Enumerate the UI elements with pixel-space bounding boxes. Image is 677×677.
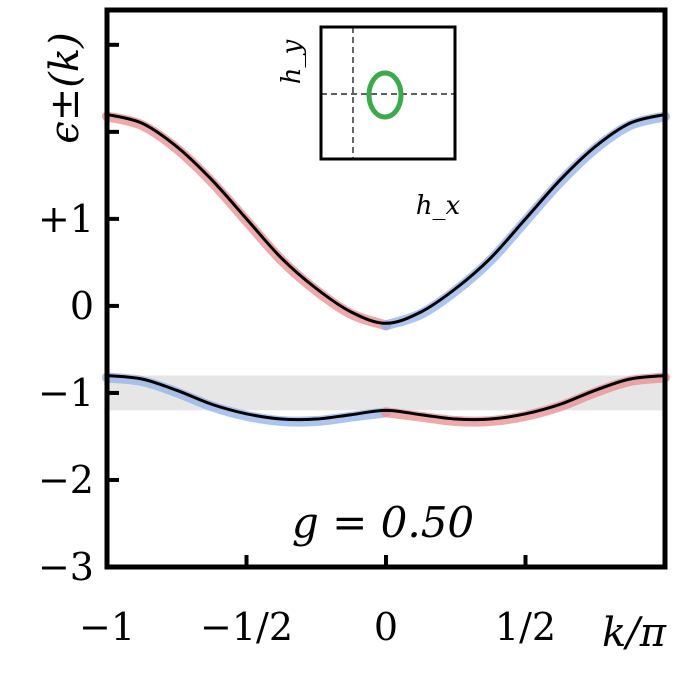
- y-tick-label: −3: [38, 545, 94, 589]
- band-lower-line: [106, 374, 666, 422]
- ticks-layer: −1 −1/2 0 1/2 −3 −2 −1 0 +1: [38, 42, 667, 649]
- y-tick-label: −1: [38, 371, 94, 415]
- y-tick-label: +1: [38, 197, 94, 241]
- band-upper-line: [106, 112, 666, 325]
- y-axis-label: ϵ±(k): [42, 32, 88, 143]
- inset-ylabel: h_y: [277, 39, 307, 84]
- coupling-annotation: g = 0.50: [292, 498, 474, 547]
- y-tick-label: −2: [38, 458, 94, 502]
- x-tick-label: −1/2: [200, 605, 293, 649]
- inset-curve: [366, 70, 404, 120]
- x-axis-label: k/π: [602, 610, 667, 656]
- inset: h_x h_y: [277, 25, 461, 221]
- band-lower-left-halo: [102, 372, 391, 427]
- y-tick-label: 0: [70, 284, 94, 328]
- inset-frame: [319, 25, 457, 161]
- series-layer: [102, 111, 670, 427]
- x-tick-label: 1/2: [495, 605, 556, 649]
- band-lower-right-halo: [381, 372, 670, 427]
- y-axis-label-text: ϵ±(k): [42, 32, 88, 143]
- x-tick-label: 0: [374, 605, 398, 649]
- x-tick-label: −1: [79, 605, 135, 649]
- inset-xlabel: h_x: [416, 191, 461, 221]
